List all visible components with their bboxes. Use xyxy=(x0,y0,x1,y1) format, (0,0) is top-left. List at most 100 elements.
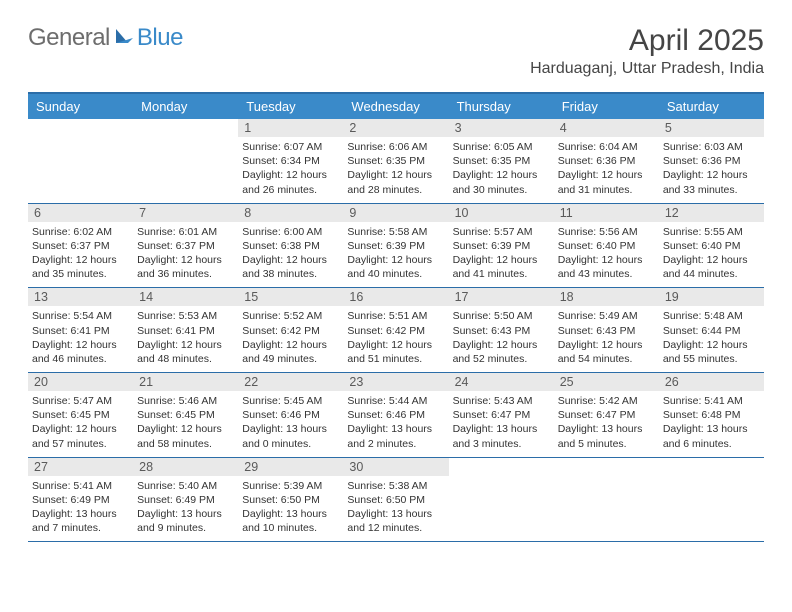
day-number: 2 xyxy=(343,119,448,137)
day-details: Sunrise: 5:51 AMSunset: 6:42 PMDaylight:… xyxy=(347,309,444,366)
day-number: 21 xyxy=(133,373,238,391)
day-details: Sunrise: 6:02 AMSunset: 6:37 PMDaylight:… xyxy=(32,225,129,282)
day-details: Sunrise: 5:44 AMSunset: 6:46 PMDaylight:… xyxy=(347,394,444,451)
daylight-text: Daylight: 12 hours and 36 minutes. xyxy=(137,253,234,281)
day-cell: 28Sunrise: 5:40 AMSunset: 6:49 PMDayligh… xyxy=(133,458,238,542)
sunset-text: Sunset: 6:35 PM xyxy=(347,154,444,168)
day-number: 27 xyxy=(28,458,133,476)
sunrise-text: Sunrise: 6:00 AM xyxy=(242,225,339,239)
sunrise-text: Sunrise: 5:46 AM xyxy=(137,394,234,408)
sunset-text: Sunset: 6:46 PM xyxy=(242,408,339,422)
daylight-text: Daylight: 13 hours and 3 minutes. xyxy=(453,422,550,450)
sunset-text: Sunset: 6:38 PM xyxy=(242,239,339,253)
day-details: Sunrise: 5:49 AMSunset: 6:43 PMDaylight:… xyxy=(558,309,655,366)
day-number: 10 xyxy=(449,204,554,222)
day-details: Sunrise: 5:38 AMSunset: 6:50 PMDaylight:… xyxy=(347,479,444,536)
sunset-text: Sunset: 6:39 PM xyxy=(453,239,550,253)
day-cell: 17Sunrise: 5:50 AMSunset: 6:43 PMDayligh… xyxy=(449,288,554,372)
day-header-monday: Monday xyxy=(133,94,238,119)
day-cell: 15Sunrise: 5:52 AMSunset: 6:42 PMDayligh… xyxy=(238,288,343,372)
day-number: 9 xyxy=(343,204,448,222)
day-cell xyxy=(449,458,554,542)
day-cell: 25Sunrise: 5:42 AMSunset: 6:47 PMDayligh… xyxy=(554,373,659,457)
day-details: Sunrise: 5:42 AMSunset: 6:47 PMDaylight:… xyxy=(558,394,655,451)
sunset-text: Sunset: 6:43 PM xyxy=(558,324,655,338)
sunset-text: Sunset: 6:37 PM xyxy=(32,239,129,253)
daylight-text: Daylight: 12 hours and 33 minutes. xyxy=(663,168,760,196)
day-number: 8 xyxy=(238,204,343,222)
sunrise-text: Sunrise: 6:06 AM xyxy=(347,140,444,154)
day-number: 17 xyxy=(449,288,554,306)
day-number: 30 xyxy=(343,458,448,476)
day-number: 24 xyxy=(449,373,554,391)
sunset-text: Sunset: 6:48 PM xyxy=(663,408,760,422)
day-details: Sunrise: 6:04 AMSunset: 6:36 PMDaylight:… xyxy=(558,140,655,197)
weeks-container: 1Sunrise: 6:07 AMSunset: 6:34 PMDaylight… xyxy=(28,119,764,542)
week-row: 20Sunrise: 5:47 AMSunset: 6:45 PMDayligh… xyxy=(28,373,764,458)
week-row: 13Sunrise: 5:54 AMSunset: 6:41 PMDayligh… xyxy=(28,288,764,373)
daylight-text: Daylight: 13 hours and 2 minutes. xyxy=(347,422,444,450)
day-details: Sunrise: 5:43 AMSunset: 6:47 PMDaylight:… xyxy=(453,394,550,451)
sunset-text: Sunset: 6:36 PM xyxy=(663,154,760,168)
day-number: 7 xyxy=(133,204,238,222)
daylight-text: Daylight: 12 hours and 30 minutes. xyxy=(453,168,550,196)
day-cell: 10Sunrise: 5:57 AMSunset: 6:39 PMDayligh… xyxy=(449,204,554,288)
day-number: 3 xyxy=(449,119,554,137)
daylight-text: Daylight: 13 hours and 6 minutes. xyxy=(663,422,760,450)
day-header-thursday: Thursday xyxy=(449,94,554,119)
sunrise-text: Sunrise: 5:41 AM xyxy=(663,394,760,408)
page-header: General Blue April 2025 Harduaganj, Utta… xyxy=(28,24,764,78)
day-details: Sunrise: 5:39 AMSunset: 6:50 PMDaylight:… xyxy=(242,479,339,536)
sunrise-text: Sunrise: 5:43 AM xyxy=(453,394,550,408)
day-cell: 1Sunrise: 6:07 AMSunset: 6:34 PMDaylight… xyxy=(238,119,343,203)
day-details: Sunrise: 5:56 AMSunset: 6:40 PMDaylight:… xyxy=(558,225,655,282)
day-cell: 13Sunrise: 5:54 AMSunset: 6:41 PMDayligh… xyxy=(28,288,133,372)
sunrise-text: Sunrise: 5:58 AM xyxy=(347,225,444,239)
sunrise-text: Sunrise: 5:45 AM xyxy=(242,394,339,408)
day-header-sunday: Sunday xyxy=(28,94,133,119)
sunrise-text: Sunrise: 5:50 AM xyxy=(453,309,550,323)
daylight-text: Daylight: 12 hours and 44 minutes. xyxy=(663,253,760,281)
sunset-text: Sunset: 6:50 PM xyxy=(347,493,444,507)
sunrise-text: Sunrise: 5:48 AM xyxy=(663,309,760,323)
sunrise-text: Sunrise: 6:07 AM xyxy=(242,140,339,154)
sunrise-text: Sunrise: 5:52 AM xyxy=(242,309,339,323)
sunrise-text: Sunrise: 5:57 AM xyxy=(453,225,550,239)
day-cell: 21Sunrise: 5:46 AMSunset: 6:45 PMDayligh… xyxy=(133,373,238,457)
day-number: 5 xyxy=(659,119,764,137)
sunset-text: Sunset: 6:45 PM xyxy=(32,408,129,422)
day-number: 4 xyxy=(554,119,659,137)
day-header-saturday: Saturday xyxy=(659,94,764,119)
day-number: 15 xyxy=(238,288,343,306)
day-header-wednesday: Wednesday xyxy=(343,94,448,119)
day-number: 18 xyxy=(554,288,659,306)
day-cell: 27Sunrise: 5:41 AMSunset: 6:49 PMDayligh… xyxy=(28,458,133,542)
sunrise-text: Sunrise: 6:04 AM xyxy=(558,140,655,154)
daylight-text: Daylight: 13 hours and 5 minutes. xyxy=(558,422,655,450)
day-cell: 16Sunrise: 5:51 AMSunset: 6:42 PMDayligh… xyxy=(343,288,448,372)
week-row: 27Sunrise: 5:41 AMSunset: 6:49 PMDayligh… xyxy=(28,458,764,543)
day-cell xyxy=(659,458,764,542)
daylight-text: Daylight: 12 hours and 40 minutes. xyxy=(347,253,444,281)
daylight-text: Daylight: 12 hours and 31 minutes. xyxy=(558,168,655,196)
daylight-text: Daylight: 12 hours and 52 minutes. xyxy=(453,338,550,366)
day-cell: 3 Sunrise: 6:05 AMSunset: 6:35 PMDaylight… xyxy=(449,119,554,203)
day-details: Sunrise: 6:05 AMSunset: 6:35 PMDaylight:… xyxy=(453,140,550,197)
sunrise-text: Sunrise: 5:42 AM xyxy=(558,394,655,408)
daylight-text: Daylight: 12 hours and 43 minutes. xyxy=(558,253,655,281)
day-header-friday: Friday xyxy=(554,94,659,119)
week-row: 6Sunrise: 6:02 AMSunset: 6:37 PMDaylight… xyxy=(28,204,764,289)
sunrise-text: Sunrise: 5:55 AM xyxy=(663,225,760,239)
sunset-text: Sunset: 6:40 PM xyxy=(663,239,760,253)
daylight-text: Daylight: 12 hours and 48 minutes. xyxy=(137,338,234,366)
day-details: Sunrise: 6:06 AMSunset: 6:35 PMDaylight:… xyxy=(347,140,444,197)
day-header-tuesday: Tuesday xyxy=(238,94,343,119)
sunrise-text: Sunrise: 5:41 AM xyxy=(32,479,129,493)
day-details: Sunrise: 5:53 AMSunset: 6:41 PMDaylight:… xyxy=(137,309,234,366)
day-cell: 9Sunrise: 5:58 AMSunset: 6:39 PMDaylight… xyxy=(343,204,448,288)
day-cell xyxy=(133,119,238,203)
day-cell: 12Sunrise: 5:55 AMSunset: 6:40 PMDayligh… xyxy=(659,204,764,288)
daylight-text: Daylight: 13 hours and 7 minutes. xyxy=(32,507,129,535)
daylight-text: Daylight: 12 hours and 57 minutes. xyxy=(32,422,129,450)
daylight-text: Daylight: 13 hours and 12 minutes. xyxy=(347,507,444,535)
